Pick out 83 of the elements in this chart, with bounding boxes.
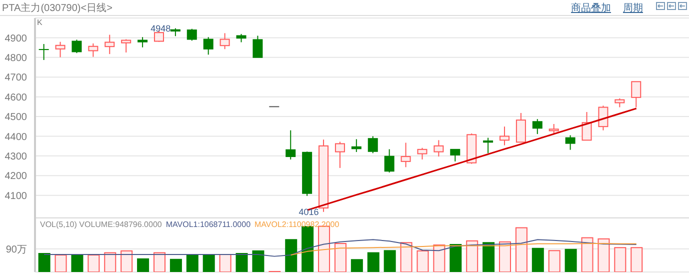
bar	[104, 252, 116, 272]
bar	[88, 254, 100, 272]
y-tick-label: 4900	[4, 33, 28, 44]
annotation: 4016	[298, 207, 319, 218]
candlestick	[88, 42, 98, 58]
bar	[219, 254, 232, 272]
candlestick	[252, 35, 263, 58]
y-tick-label: 90万	[6, 244, 27, 256]
bar	[614, 247, 626, 272]
candlestick	[334, 141, 345, 168]
bar	[137, 258, 150, 272]
bar	[236, 252, 248, 272]
bar	[450, 244, 462, 272]
bar	[202, 254, 215, 272]
bar	[252, 250, 264, 272]
bar	[515, 227, 528, 272]
chart-title: PTA主力(030790)<日线>	[2, 2, 112, 15]
bar	[318, 226, 330, 272]
bar	[367, 252, 380, 272]
bar	[71, 254, 84, 272]
chart-title: VOL(5,10) VOLUME:948796.0000	[40, 220, 162, 229]
bar	[581, 237, 594, 272]
candlestick	[500, 126, 510, 146]
candlestick	[138, 36, 148, 48]
candlestick	[186, 28, 197, 42]
y-tick-label: 4200	[4, 171, 28, 182]
candlestick	[434, 140, 444, 158]
bar	[170, 258, 182, 272]
text: 商品叠加	[571, 3, 611, 14]
candlestick	[368, 136, 378, 154]
candlestick	[417, 147, 428, 160]
text: MAVOL1:1068711.0000	[166, 220, 251, 229]
candlestick	[203, 36, 214, 56]
y-tick-label: 4400	[4, 132, 28, 143]
bar	[548, 250, 560, 272]
candlestick	[104, 34, 115, 55]
candlestick	[450, 148, 460, 162]
bar	[120, 250, 133, 272]
bar	[400, 242, 412, 272]
text: MAVOL2:1100982.2000	[254, 220, 340, 229]
bar	[433, 244, 446, 272]
bar	[334, 242, 346, 272]
bar	[482, 242, 495, 272]
candlestick	[400, 142, 411, 168]
y-tick-label: 4800	[4, 52, 28, 64]
candlestick	[565, 134, 576, 150]
candlestick	[516, 112, 526, 143]
bar	[564, 248, 577, 272]
y-tick-label: 4600	[4, 92, 28, 104]
bar	[598, 238, 610, 272]
candlestick	[631, 81, 642, 108]
candlestick	[121, 38, 132, 53]
bar	[532, 248, 544, 272]
annotation: K	[37, 18, 42, 27]
bar	[416, 250, 429, 272]
candlestick	[72, 39, 82, 54]
bar	[499, 241, 511, 272]
bar	[350, 259, 363, 272]
bar	[384, 250, 396, 272]
text: 周期	[623, 3, 643, 14]
candlestick	[598, 105, 608, 131]
candlestick	[582, 111, 592, 141]
y-tick-label: 4300	[4, 151, 28, 162]
bar	[302, 226, 314, 272]
annotation: 4948	[150, 23, 171, 34]
candlestick	[483, 137, 494, 154]
candlestick	[220, 32, 230, 50]
candlestick	[384, 148, 394, 173]
bar	[466, 240, 478, 272]
bar	[54, 254, 67, 272]
candlestick	[55, 41, 66, 58]
y-tick-label: 4700	[4, 72, 28, 84]
bar	[285, 239, 298, 272]
bar	[630, 247, 643, 272]
candlestick	[38, 44, 50, 60]
candlestick	[286, 130, 296, 160]
bar	[38, 252, 50, 272]
bar	[186, 254, 198, 272]
candlestick	[532, 118, 542, 135]
y-tick-label: 4500	[4, 112, 28, 124]
y-tick-label: 4100	[4, 190, 28, 202]
bar	[153, 252, 166, 272]
candlestick	[351, 138, 362, 152]
